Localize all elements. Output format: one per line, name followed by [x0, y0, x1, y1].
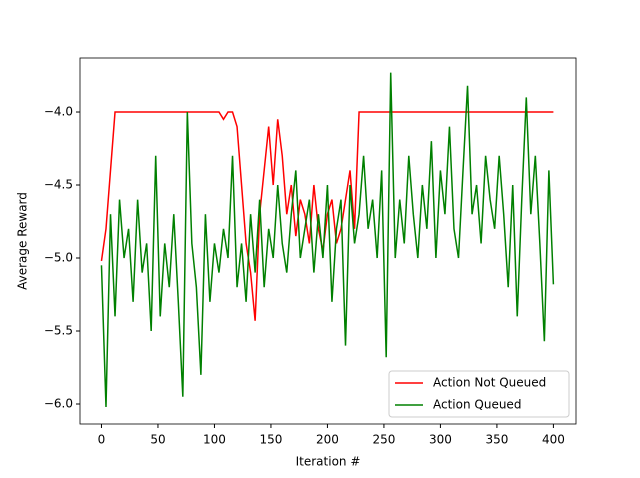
legend-label: Action Not Queued	[433, 376, 546, 390]
y-tick-label: −4.0	[44, 105, 73, 119]
x-tick-label: 350	[485, 433, 508, 447]
legend-box	[388, 370, 570, 418]
y-tick-label: −5.0	[44, 251, 73, 265]
y-tick-label: −4.5	[44, 178, 73, 192]
series-line	[100, 111, 554, 321]
x-tick-label: 200	[316, 433, 339, 447]
x-tick-label: 300	[429, 433, 452, 447]
x-tick-label: 0	[98, 433, 106, 447]
series-line	[100, 72, 555, 407]
x-tick-label: 400	[542, 433, 565, 447]
plot-frame	[79, 57, 577, 425]
legend-label: Action Queued	[433, 398, 521, 412]
legend: Action Not Queued Action Queued	[388, 370, 570, 418]
y-tick-label: −6.0	[44, 396, 73, 410]
x-axis-label: Iteration #	[296, 455, 361, 469]
y-tick-label: −5.5	[44, 324, 73, 338]
x-tick-label: 150	[259, 433, 282, 447]
x-tick-label: 50	[150, 433, 165, 447]
y-axis-label: Average Reward	[16, 192, 30, 290]
x-tick-label: 100	[203, 433, 226, 447]
x-tick-label: 250	[372, 433, 395, 447]
